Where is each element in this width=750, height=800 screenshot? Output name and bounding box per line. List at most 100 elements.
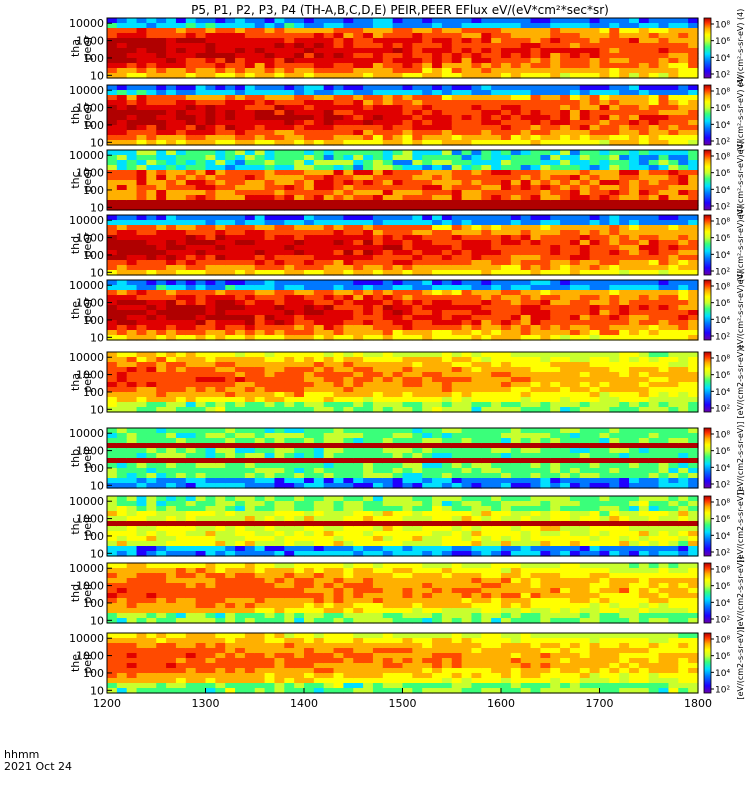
spectrogram-cell xyxy=(313,245,325,251)
spectrogram-cell xyxy=(254,478,266,484)
spectrogram-cell xyxy=(609,352,620,358)
spectrogram-cell xyxy=(185,120,197,126)
spectrogram-cell xyxy=(264,330,276,336)
spectrogram-cell xyxy=(333,135,344,141)
spectrogram-cell xyxy=(225,290,236,296)
spectrogram-cell xyxy=(175,382,187,388)
spectrogram-cell xyxy=(569,220,581,226)
spectrogram-cell xyxy=(205,225,216,231)
spectrogram-cell xyxy=(688,300,699,306)
spectrogram-cell xyxy=(333,23,344,29)
spectrogram-cell xyxy=(116,225,128,231)
spectrogram-cell xyxy=(609,255,620,261)
spectrogram-cell xyxy=(323,245,335,251)
spectrogram-cell xyxy=(313,105,325,111)
spectrogram-cell xyxy=(146,125,157,131)
spectrogram-cell xyxy=(225,90,236,96)
spectrogram-cell xyxy=(402,255,413,261)
spectrogram-cell xyxy=(284,23,295,29)
spectrogram-cell xyxy=(658,352,670,358)
spectrogram-cell xyxy=(254,433,266,439)
spectrogram-cell xyxy=(363,135,374,141)
spectrogram-cell xyxy=(136,352,147,358)
spectrogram-cell xyxy=(166,195,177,201)
spectrogram-cell xyxy=(648,215,660,221)
spectrogram-cell xyxy=(589,170,601,176)
spectrogram-cell xyxy=(530,372,541,378)
spectrogram-cell xyxy=(501,300,512,306)
spectrogram-cell xyxy=(599,285,610,291)
spectrogram-cell xyxy=(530,295,541,301)
spectrogram-cell xyxy=(540,357,551,363)
spectrogram-cell xyxy=(579,335,591,341)
spectrogram-cell xyxy=(146,120,157,126)
spectrogram-cell xyxy=(491,300,502,306)
spectrogram-cell xyxy=(333,200,344,206)
spectrogram-cell xyxy=(264,73,276,79)
spectrogram-cell xyxy=(619,245,630,251)
spectrogram-cell xyxy=(284,320,295,326)
spectrogram-cell xyxy=(619,155,630,161)
spectrogram-cell xyxy=(481,295,492,301)
spectrogram-cell xyxy=(126,63,138,69)
spectrogram-cell xyxy=(353,85,364,91)
spectrogram-cell xyxy=(569,230,581,236)
spectrogram-cell xyxy=(658,335,670,341)
spectrogram-cell xyxy=(688,392,699,398)
spectrogram-cell xyxy=(392,448,404,454)
spectrogram-cell xyxy=(501,483,512,489)
spectrogram-cell xyxy=(481,170,492,176)
spectrogram-cell xyxy=(510,473,522,479)
spectrogram-cell xyxy=(116,105,128,111)
spectrogram-cell xyxy=(156,265,167,271)
spectrogram-cell xyxy=(668,230,679,236)
spectrogram-cell xyxy=(146,397,157,403)
spectrogram-cell xyxy=(491,18,502,24)
spectrogram-cell xyxy=(175,165,187,171)
spectrogram-cell xyxy=(481,100,492,106)
spectrogram-cell xyxy=(333,100,344,106)
colorbar-tick-label: 10² xyxy=(715,203,730,213)
spectrogram-cell xyxy=(629,170,640,176)
spectrogram-cell xyxy=(481,18,492,24)
spectrogram-cell xyxy=(284,352,295,358)
spectrogram-cell xyxy=(510,63,522,69)
spectrogram-cell xyxy=(619,352,630,358)
spectrogram-cell xyxy=(136,362,147,368)
spectrogram-cell xyxy=(520,468,532,474)
spectrogram-cell xyxy=(501,250,512,256)
spectrogram-cell xyxy=(294,175,305,181)
spectrogram-cell xyxy=(244,458,256,464)
spectrogram-cell xyxy=(638,300,650,306)
spectrogram-cell xyxy=(353,110,364,116)
spectrogram-cell xyxy=(274,95,285,101)
panel-label-probe: thb xyxy=(69,106,82,124)
spectrogram-cell xyxy=(569,392,581,398)
spectrogram-cell xyxy=(313,95,325,101)
spectrogram-cell xyxy=(244,135,256,141)
spectrogram-cell xyxy=(382,483,394,489)
spectrogram-cell xyxy=(205,155,216,161)
spectrogram-cell xyxy=(333,387,344,393)
spectrogram-cell xyxy=(382,155,394,161)
spectrogram-cell xyxy=(629,245,640,251)
spectrogram-cell xyxy=(678,280,689,286)
spectrogram-cell xyxy=(363,397,374,403)
spectrogram-cell xyxy=(392,305,404,311)
spectrogram-cell xyxy=(333,483,344,489)
spectrogram-cell xyxy=(540,225,551,231)
spectrogram-cell xyxy=(412,240,423,246)
spectrogram-cell xyxy=(382,140,394,146)
spectrogram-cell xyxy=(609,115,620,121)
spectrogram-cell xyxy=(244,290,256,296)
spectrogram-cell xyxy=(589,330,601,336)
spectrogram-cell xyxy=(195,125,207,131)
spectrogram-cell xyxy=(343,135,354,141)
spectrogram-cell xyxy=(175,180,187,186)
spectrogram-cell xyxy=(599,155,610,161)
spectrogram-cell xyxy=(175,190,187,196)
spectrogram-cell xyxy=(668,260,679,266)
spectrogram-cell xyxy=(126,125,138,131)
spectrogram-cell xyxy=(569,95,581,101)
spectrogram-cell xyxy=(629,63,640,69)
